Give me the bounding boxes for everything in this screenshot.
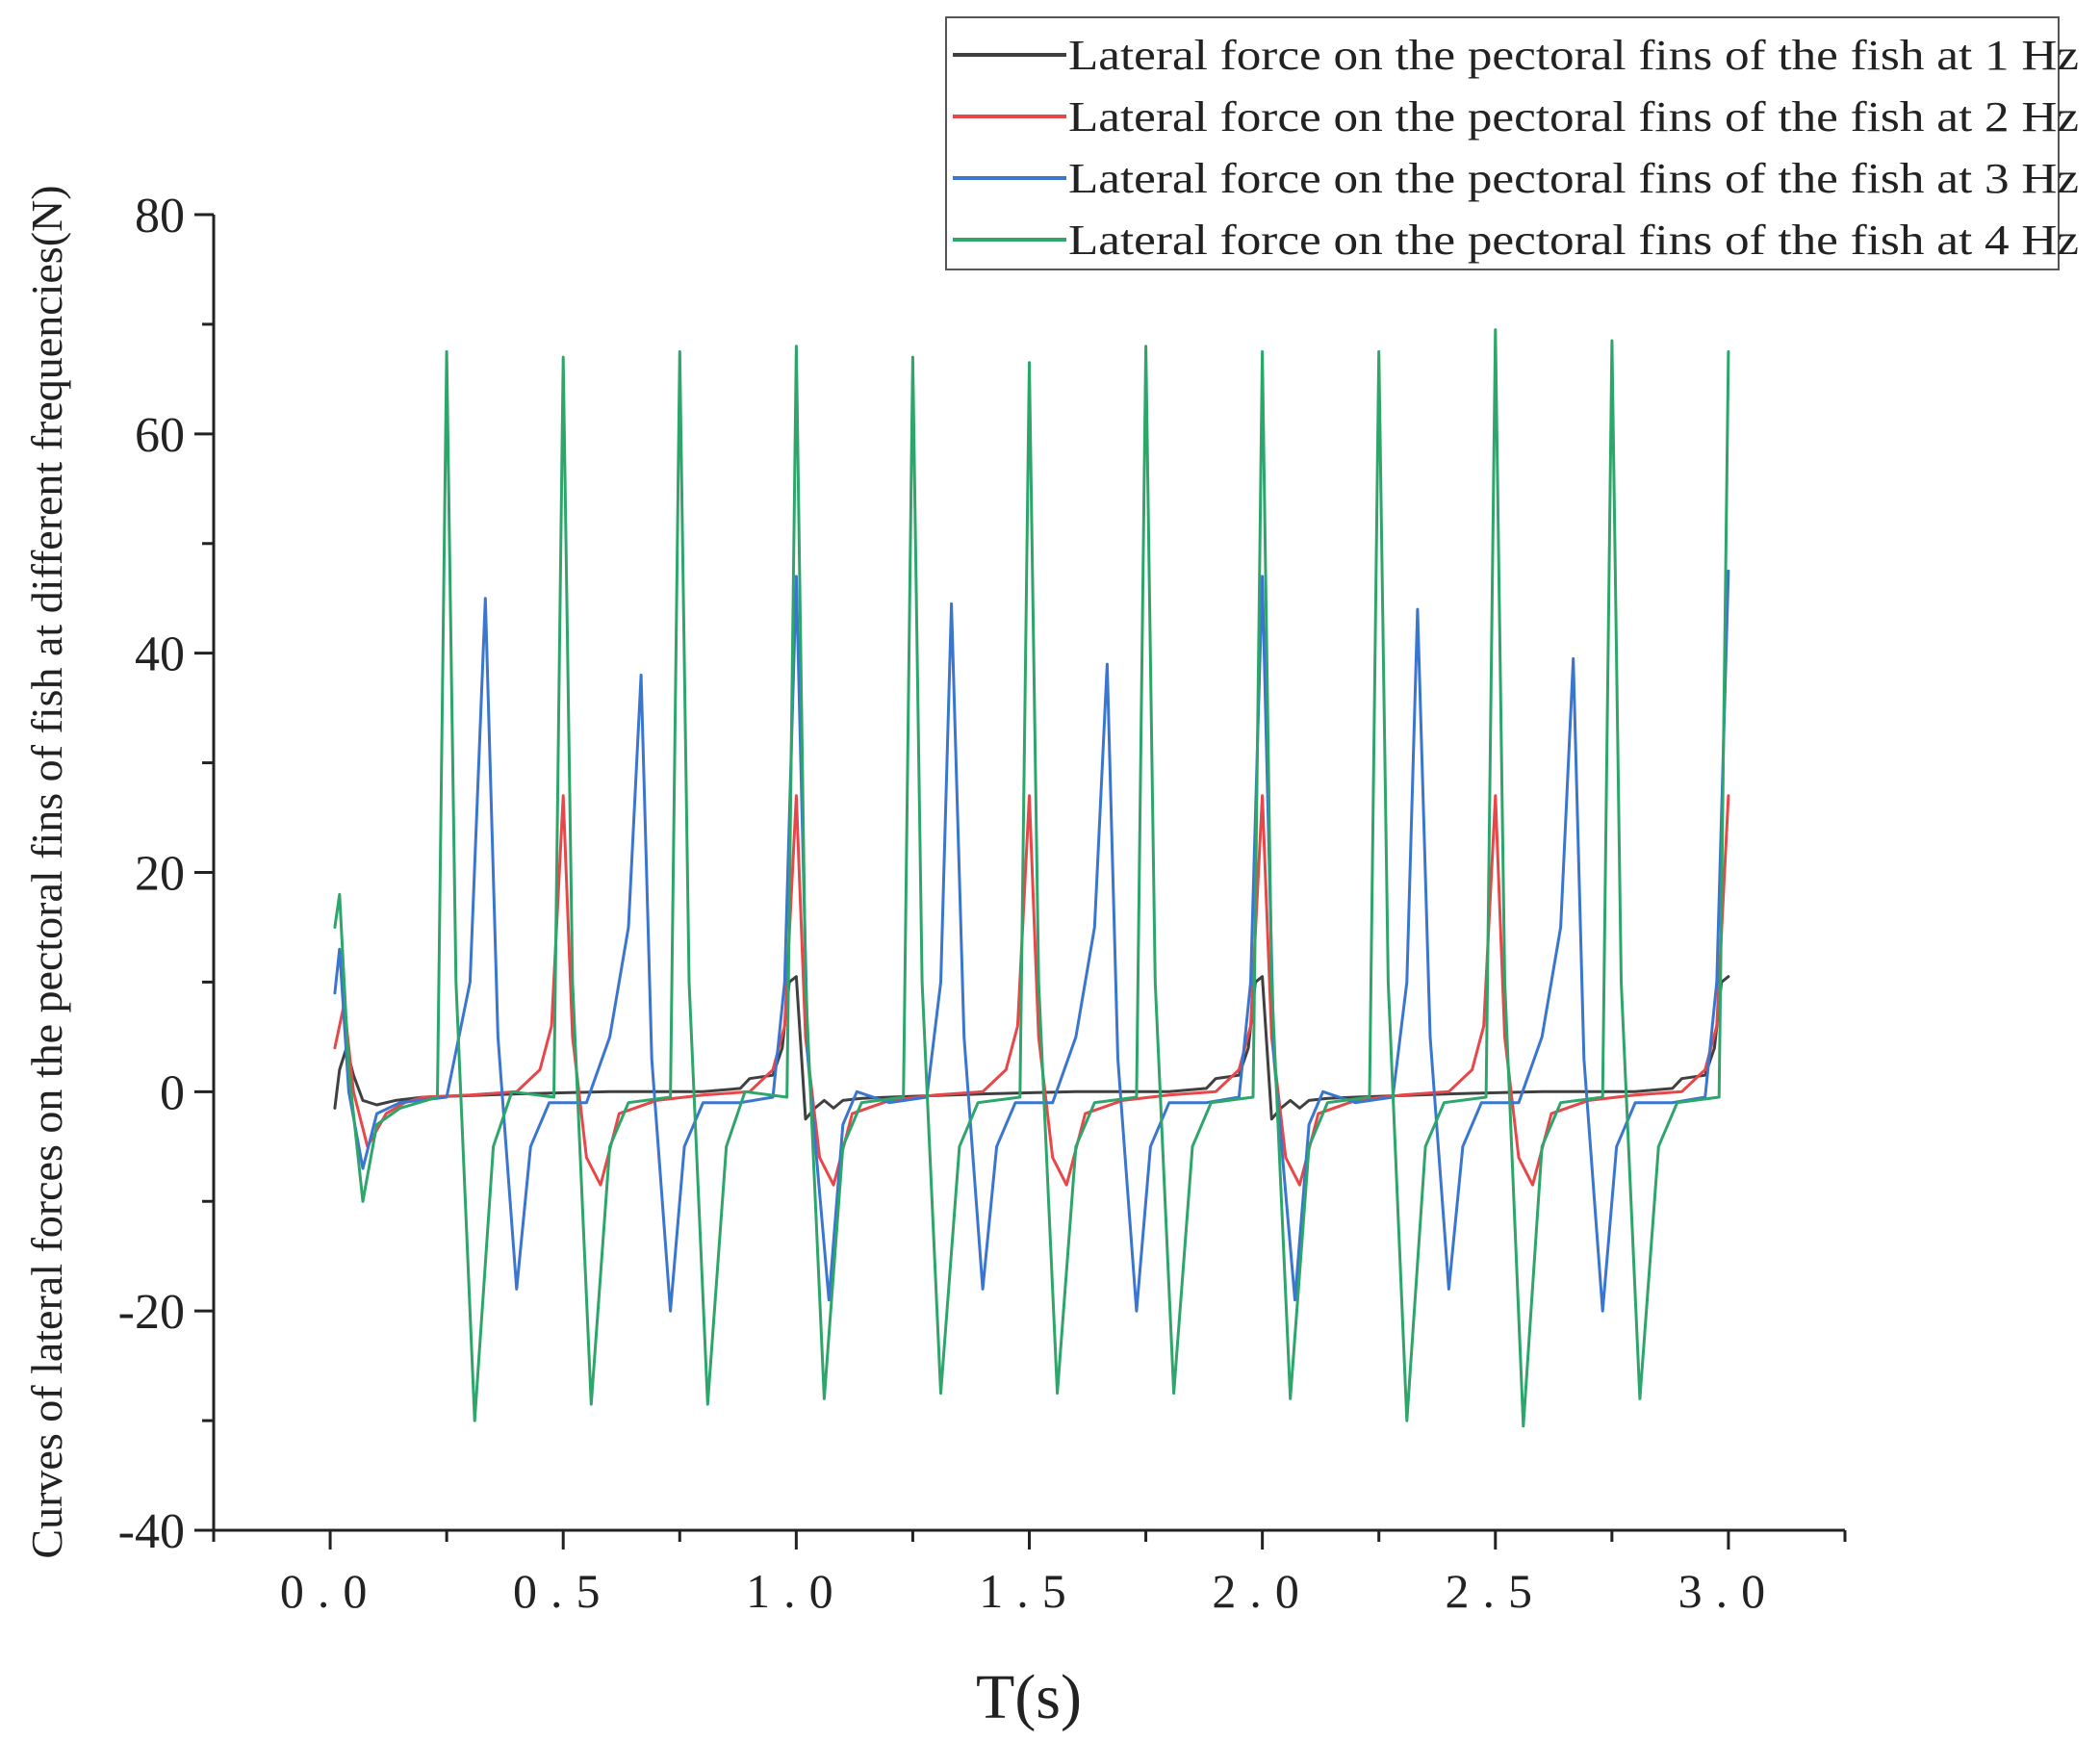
y-tick-label: 80 [135, 189, 185, 243]
plot-area: 0.0 0.5 1.0 1.5 2.0 2.5 3.0 -40 -20 0 20 40 60 80 [118, 189, 1847, 1618]
y-axis-title: Curves of lateral forces on the pectoral… [22, 185, 71, 1558]
legend-label-4hz: Lateral force on the pectoral fins of th… [1068, 217, 2079, 264]
x-tick-label: 0.5 [513, 1564, 614, 1618]
y-tick-label: 60 [135, 408, 185, 463]
y-tick-label: 0 [160, 1065, 185, 1120]
x-axis-ticks: 0.0 0.5 1.0 1.5 2.0 2.5 3.0 [212, 1530, 1847, 1618]
legend-label-2hz: Lateral force on the pectoral fins of th… [1068, 93, 2079, 141]
y-axis-ticks: -40 -20 0 20 40 60 80 [118, 189, 214, 1559]
x-tick-label: 0.0 [280, 1564, 381, 1618]
legend: Lateral force on the pectoral fins of th… [945, 16, 2079, 270]
legend-items: Lateral force on the pectoral fins of th… [953, 32, 2079, 264]
y-tick-label: -40 [118, 1504, 185, 1559]
series-line-1hz [333, 975, 1730, 1121]
x-tick-label: 2.0 [1212, 1564, 1313, 1618]
x-axis-title: T(s) [976, 1662, 1082, 1732]
series-line-2hz [333, 794, 1730, 1187]
series-line-3hz [333, 569, 1730, 1313]
x-tick-label: 2.5 [1446, 1564, 1547, 1618]
legend-label-3hz: Lateral force on the pectoral fins of th… [1068, 155, 2079, 202]
series-line-4hz [333, 328, 1730, 1428]
y-tick-label: -20 [118, 1285, 185, 1340]
y-tick-label: 40 [135, 628, 185, 682]
legend-box [945, 16, 2060, 270]
x-tick-label: 1.5 [979, 1564, 1080, 1618]
series-layer [333, 328, 1730, 1428]
x-tick-label: 1.0 [746, 1564, 847, 1618]
y-tick-label: 20 [135, 847, 185, 902]
x-tick-label: 3.0 [1678, 1564, 1780, 1618]
legend-label-1hz: Lateral force on the pectoral fins of th… [1068, 32, 2079, 79]
